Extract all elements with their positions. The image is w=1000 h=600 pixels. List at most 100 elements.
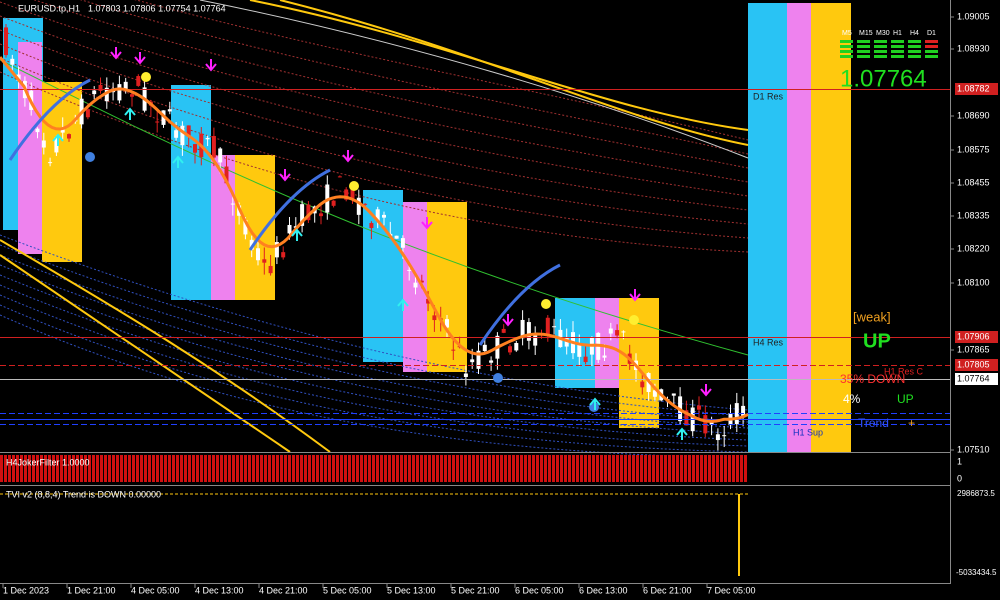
tf-signal xyxy=(891,50,904,53)
indicator-scale: 1 xyxy=(957,456,962,466)
joker-bar xyxy=(660,455,663,482)
zone xyxy=(619,298,659,428)
envelope xyxy=(0,29,749,211)
joker-bar xyxy=(144,455,147,482)
candle-body xyxy=(350,184,355,199)
candle-body xyxy=(41,140,46,148)
time-label: 5 Dec 05:00 xyxy=(323,585,372,595)
candle-body xyxy=(319,213,323,217)
candle-body xyxy=(445,319,449,328)
joker-bar xyxy=(288,455,291,482)
time-label: 6 Dec 13:00 xyxy=(579,585,628,595)
joker-bar xyxy=(636,455,639,482)
arrow-down xyxy=(279,169,291,182)
envelope xyxy=(0,314,749,459)
tf-signal xyxy=(840,55,853,58)
joker-bar xyxy=(672,455,675,482)
arrow-down xyxy=(342,150,354,163)
joker-bar xyxy=(388,455,391,482)
indicator-scale: -5033434.5 xyxy=(956,568,997,577)
joker-bar xyxy=(688,455,691,482)
joker-bar xyxy=(736,455,739,482)
joker-bar xyxy=(276,455,279,482)
joker-bar xyxy=(560,455,563,482)
candle-body xyxy=(306,204,311,221)
joker-bar xyxy=(260,455,263,482)
joker-bar xyxy=(76,455,79,482)
tf-signal xyxy=(891,55,904,58)
arrow-up xyxy=(589,397,601,410)
band-line xyxy=(249,0,749,131)
joker-bar xyxy=(580,455,583,482)
tf-signal xyxy=(874,55,887,58)
joker-bar xyxy=(472,455,475,482)
timeframe: M15 xyxy=(859,30,873,37)
joker-bar xyxy=(516,455,519,482)
joker-bar xyxy=(412,455,415,482)
candle-body xyxy=(48,162,53,164)
envelope xyxy=(0,254,749,423)
band-line xyxy=(0,239,331,453)
tf-signal xyxy=(874,40,887,43)
candle-body xyxy=(193,144,197,153)
candle-body xyxy=(10,58,15,65)
joker-bar xyxy=(32,455,35,482)
ohlc: 1.07803 1.07806 1.07754 1.07764 xyxy=(88,3,226,13)
joker-bar xyxy=(64,455,67,482)
candle-body xyxy=(407,269,412,271)
joker-bar xyxy=(744,455,747,482)
candle-body xyxy=(671,393,676,396)
joker-bar xyxy=(604,455,607,482)
joker-bar xyxy=(68,455,71,482)
envelope xyxy=(0,234,749,411)
zone-band xyxy=(811,3,851,452)
joker-bar xyxy=(644,455,647,482)
trend-line xyxy=(248,168,331,251)
zone xyxy=(235,155,275,300)
joker-bar xyxy=(352,455,355,482)
joker-bar xyxy=(348,455,351,482)
candle-body xyxy=(432,315,437,321)
joker-bar xyxy=(332,455,335,482)
candle-body xyxy=(344,189,349,200)
joker-bar xyxy=(484,455,487,482)
dot xyxy=(493,373,503,383)
joker-bar xyxy=(568,455,571,482)
candle-body xyxy=(476,350,481,369)
joker-bar xyxy=(200,455,203,482)
joker-bar xyxy=(552,455,555,482)
time-label: 5 Dec 13:00 xyxy=(387,585,436,595)
arrow-down xyxy=(421,217,433,230)
price-label: 1.08930 xyxy=(957,43,990,53)
joker-bar xyxy=(356,455,359,482)
price-tag-label: 1.07906 xyxy=(957,331,990,341)
candle-body xyxy=(287,224,292,234)
envelope xyxy=(0,304,749,453)
joker-bar xyxy=(468,455,471,482)
joker-bar xyxy=(272,455,275,482)
candle-body xyxy=(552,326,557,328)
candle-body xyxy=(60,128,65,133)
dot xyxy=(141,72,151,82)
joker-bar xyxy=(532,455,535,482)
price-label: 1.08690 xyxy=(957,110,990,120)
candle-body xyxy=(470,359,475,363)
price-label: 1.08100 xyxy=(957,277,990,287)
trend-sign: + xyxy=(908,416,915,430)
joker-bar xyxy=(192,455,195,482)
joker-bar xyxy=(684,455,687,482)
candle-body xyxy=(526,322,531,341)
candle-body xyxy=(615,330,620,336)
arrow-down xyxy=(110,47,122,60)
tf-signal xyxy=(874,50,887,53)
dot xyxy=(629,315,639,325)
joker-bar xyxy=(728,455,731,482)
zone xyxy=(42,82,82,262)
joker-bar xyxy=(368,455,371,482)
tf-signal xyxy=(840,45,853,48)
candle-body xyxy=(577,344,582,357)
candle-body xyxy=(451,349,456,351)
candle-body xyxy=(583,356,588,363)
candle-body xyxy=(602,355,607,358)
joker-bar xyxy=(160,455,163,482)
